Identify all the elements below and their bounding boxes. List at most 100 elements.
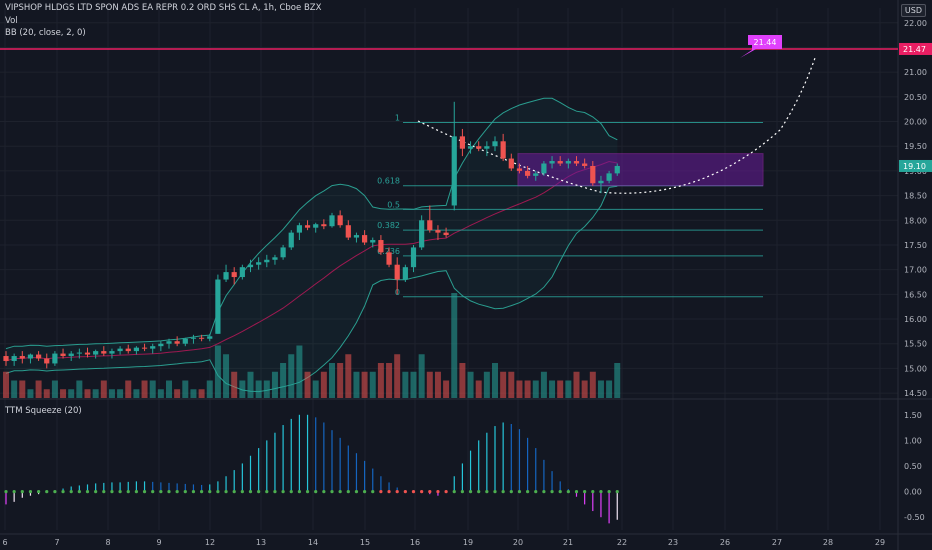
candle-68 <box>557 156 563 166</box>
candle-body-61 <box>500 141 506 159</box>
volume-bar-64 <box>524 380 531 398</box>
candle-34 <box>280 244 286 260</box>
x-tick-5: 13 <box>256 538 266 547</box>
volume-bar-2 <box>19 380 26 398</box>
x-tick-16: 28 <box>823 538 833 547</box>
candle-body-70 <box>573 161 580 164</box>
candle-body-22 <box>182 338 188 344</box>
x-tick-0: 6 <box>2 538 7 547</box>
ttm-squeeze-dot-57 <box>468 490 473 494</box>
candle-42 <box>345 220 351 241</box>
candle-body-49 <box>402 267 408 280</box>
candle-75 <box>614 163 620 176</box>
price-y-tick-0: 14.50 <box>904 389 927 398</box>
volume-bar-58 <box>475 380 482 398</box>
candle-body-0 <box>3 356 9 361</box>
candle-body-26 <box>215 279 221 334</box>
candle-29 <box>239 264 245 280</box>
candle-14 <box>117 346 123 355</box>
ttm-squeeze-dot-17 <box>142 490 147 494</box>
ttm-squeeze-dot-48 <box>395 490 399 494</box>
candle-58 <box>476 141 482 152</box>
candle-23 <box>190 334 197 344</box>
volume-bar-72 <box>589 371 596 398</box>
volume-bar-61 <box>500 371 507 398</box>
ttm-squeeze-dot-74 <box>607 490 611 494</box>
ttm-squeeze-dot-4 <box>37 490 41 494</box>
fib-level-label-2: 0.5 <box>387 200 400 209</box>
volume-bar-27 <box>223 354 230 398</box>
candle-24 <box>199 334 205 342</box>
ttm-y-tick-3: 0.00 <box>904 488 922 497</box>
candle-body-14 <box>117 348 123 352</box>
candle-body-60 <box>492 141 498 147</box>
candle-4 <box>36 351 42 361</box>
price-y-tick-8: 18.50 <box>904 192 927 201</box>
x-tick-7: 15 <box>360 538 370 547</box>
price-y-tick-1: 15.00 <box>904 364 927 373</box>
volume-bar-10 <box>84 389 91 398</box>
candle-body-72 <box>590 165 596 184</box>
volume-bar-18 <box>149 380 156 398</box>
candle-body-25 <box>207 336 213 339</box>
candle-body-48 <box>394 264 400 280</box>
volume-bar-70 <box>573 371 580 398</box>
volume-bar-56 <box>459 363 466 398</box>
candle-body-39 <box>321 224 327 227</box>
candle-body-45 <box>370 240 376 243</box>
candle-53 <box>435 225 441 241</box>
currency-button[interactable]: USD <box>900 4 926 17</box>
volume-bar-19 <box>157 389 164 398</box>
candle-66 <box>541 161 547 176</box>
candle-20 <box>166 338 172 349</box>
volume-bar-24 <box>198 389 205 398</box>
volume-bar-63 <box>516 380 523 398</box>
ttm-squeeze-dot-37 <box>305 490 310 494</box>
resistance-price-label: 21.47 <box>903 45 926 54</box>
volume-bar-54 <box>443 380 450 398</box>
ttm-squeeze-dot-49 <box>403 490 407 494</box>
ttm-y-tick-1: 1.00 <box>904 436 922 445</box>
candle-28 <box>231 267 237 285</box>
candle-51 <box>419 215 425 250</box>
ttm-y-tick-0: 1.50 <box>904 411 922 420</box>
volume-bar-21 <box>174 389 181 398</box>
volume-bar-30 <box>247 371 254 398</box>
ttm-squeeze-dot-20 <box>167 490 171 494</box>
ttm-squeeze-dot-6 <box>53 490 57 494</box>
candle-2 <box>19 351 25 364</box>
ttm-squeeze-dot-47 <box>387 490 391 494</box>
candle-body-1 <box>11 356 17 361</box>
candle-body-36 <box>296 225 302 233</box>
ttm-squeeze-dot-65 <box>534 490 538 494</box>
current-price-badge <box>899 159 932 172</box>
volume-bar-12 <box>100 380 107 398</box>
candle-52 <box>427 205 433 233</box>
x-tick-2: 8 <box>105 538 110 547</box>
candle-body-56 <box>459 136 465 149</box>
bb-fill <box>6 98 618 392</box>
volume-bar-13 <box>108 389 115 398</box>
fib-level-label-3: 0.382 <box>377 221 400 230</box>
ttm-squeeze-dot-69 <box>566 490 570 494</box>
candle-body-44 <box>362 235 368 243</box>
ttm-squeeze-dot-51 <box>420 490 424 494</box>
volume-bar-3 <box>27 389 34 398</box>
candle-19 <box>158 341 164 352</box>
price-y-tick-10: 19.50 <box>904 142 927 151</box>
ttm-squeeze-dot-9 <box>77 490 81 494</box>
candle-body-8 <box>68 353 74 357</box>
candle-body-42 <box>345 225 351 238</box>
candle-49 <box>402 264 408 282</box>
current-price-label: 19.10 <box>903 162 926 171</box>
candle-17 <box>141 343 148 352</box>
volume-bar-15 <box>125 380 132 398</box>
volume-bar-57 <box>467 371 474 398</box>
ttm-squeeze-dot-58 <box>477 490 481 494</box>
candle-body-41 <box>337 215 343 226</box>
candle-body-55 <box>451 136 457 206</box>
candle-body-65 <box>533 173 539 176</box>
candle-1 <box>11 353 17 366</box>
volume-bar-48 <box>394 354 401 398</box>
